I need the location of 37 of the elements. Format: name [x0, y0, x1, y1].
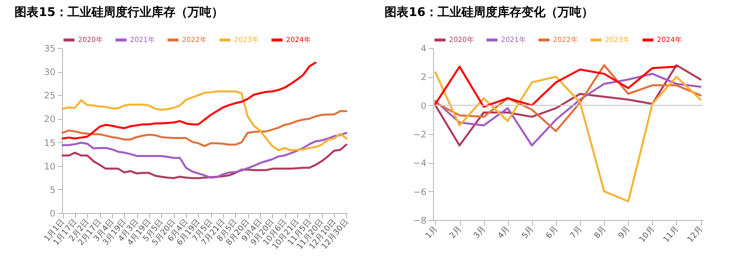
y-tick-label: −2	[413, 130, 426, 140]
y-tick-label: 0	[50, 210, 56, 220]
x-tick-label: 6月	[544, 224, 560, 240]
y-tick-label: 25	[44, 92, 56, 102]
x-tick-label: 11月	[661, 224, 680, 244]
x-tick-label: 3月	[472, 224, 488, 240]
y-tick-label: 30	[44, 68, 56, 78]
y-tick-label: 5	[50, 186, 56, 196]
x-tick-label: 4月	[496, 224, 512, 240]
line-series	[62, 110, 348, 148]
x-tick-label: 2月	[448, 224, 464, 240]
x-tick-label: 5月	[520, 224, 536, 240]
x-tick-label: 9月	[616, 224, 632, 240]
y-tick-label: 2	[420, 73, 426, 84]
x-tick-label: 12月	[686, 224, 704, 244]
y-tick-label: 0	[420, 102, 427, 112]
line-series	[62, 144, 348, 180]
y-tick-label: 10	[44, 162, 56, 172]
x-tick-label: 8月	[592, 224, 608, 240]
line-series	[434, 66, 678, 108]
chart-title: 图表15：工业硅周度行业库存（万吨）	[14, 5, 224, 19]
chart-title: 图表16：工业硅周度库存变化（万吨）	[384, 5, 594, 19]
y-tick-label: 15	[44, 138, 56, 149]
x-tick-label: 1月	[424, 224, 439, 240]
line-series	[62, 132, 348, 179]
y-tick-label: −8	[413, 216, 427, 226]
line-series	[62, 90, 348, 152]
y-tick-label: −6	[413, 188, 427, 198]
x-tick-label: 7月	[568, 224, 584, 240]
x-tick-label: 10月	[637, 224, 656, 244]
y-tick-label: 20	[44, 115, 56, 126]
y-tick-label: 4	[420, 44, 427, 54]
y-tick-label: −4	[413, 159, 427, 170]
y-tick-label: 35	[44, 44, 56, 54]
line-series	[434, 71, 702, 202]
line-series	[62, 62, 317, 140]
line-series	[434, 64, 702, 132]
